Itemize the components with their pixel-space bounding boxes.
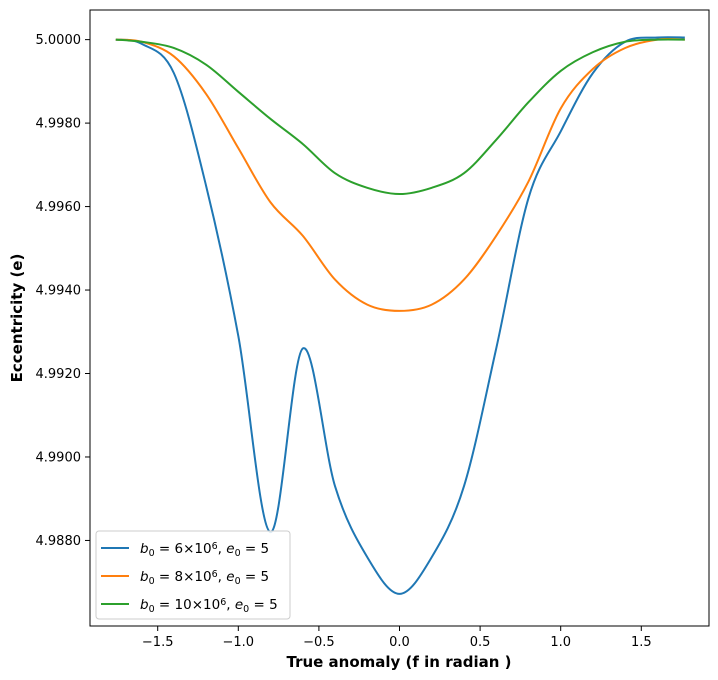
legend-box: [95, 530, 291, 620]
x-tick-label: 1.0: [550, 635, 571, 650]
y-tick-label: 4.9880: [36, 534, 82, 549]
y-tick-label: 4.9940: [36, 284, 82, 299]
y-tick-label: 5.0000: [36, 33, 82, 48]
y-tick-label: 4.9900: [36, 450, 82, 465]
x-tick-label: −0.5: [303, 635, 335, 650]
legend-label-1: b0 = 6×106, e0 = 5: [140, 541, 269, 559]
y-tick-label: 4.9980: [36, 117, 82, 132]
legend-label-3: b0 = 10×106, e0 = 5: [140, 597, 278, 615]
y-axis-ticks: 4.9880 4.9900 4.9920 4.9940 4.9960 4.9980 5.00…: [36, 33, 90, 549]
y-tick-label: 4.9920: [36, 367, 82, 382]
series-line-3: [115, 38, 685, 196]
series-line-2: [115, 38, 685, 312]
series-line-1: [115, 36, 685, 595]
x-tick-label: 0.0: [389, 635, 410, 650]
y-axis-title: Eccentricity (e): [8, 254, 26, 383]
x-tick-label: −1.0: [223, 635, 255, 650]
x-tick-label: −1.5: [142, 635, 174, 650]
legend: b0 = 6×106, e0 = 5 b0 = 8×106, e0 = 5 b0 =…: [95, 530, 291, 620]
y-tick-label: 4.9960: [36, 200, 82, 215]
series-lines: [115, 36, 685, 595]
x-tick-label: 0.5: [470, 635, 491, 650]
x-axis-title: True anomaly (f in radian ): [287, 653, 512, 671]
x-tick-label: 1.5: [631, 635, 652, 650]
x-axis-ticks: −1.5 −1.0 −0.5 0.0 0.5 1.0 1.5: [142, 626, 652, 650]
legend-label-2: b0 = 8×106, e0 = 5: [140, 569, 269, 587]
plot-area-background: [90, 10, 709, 626]
